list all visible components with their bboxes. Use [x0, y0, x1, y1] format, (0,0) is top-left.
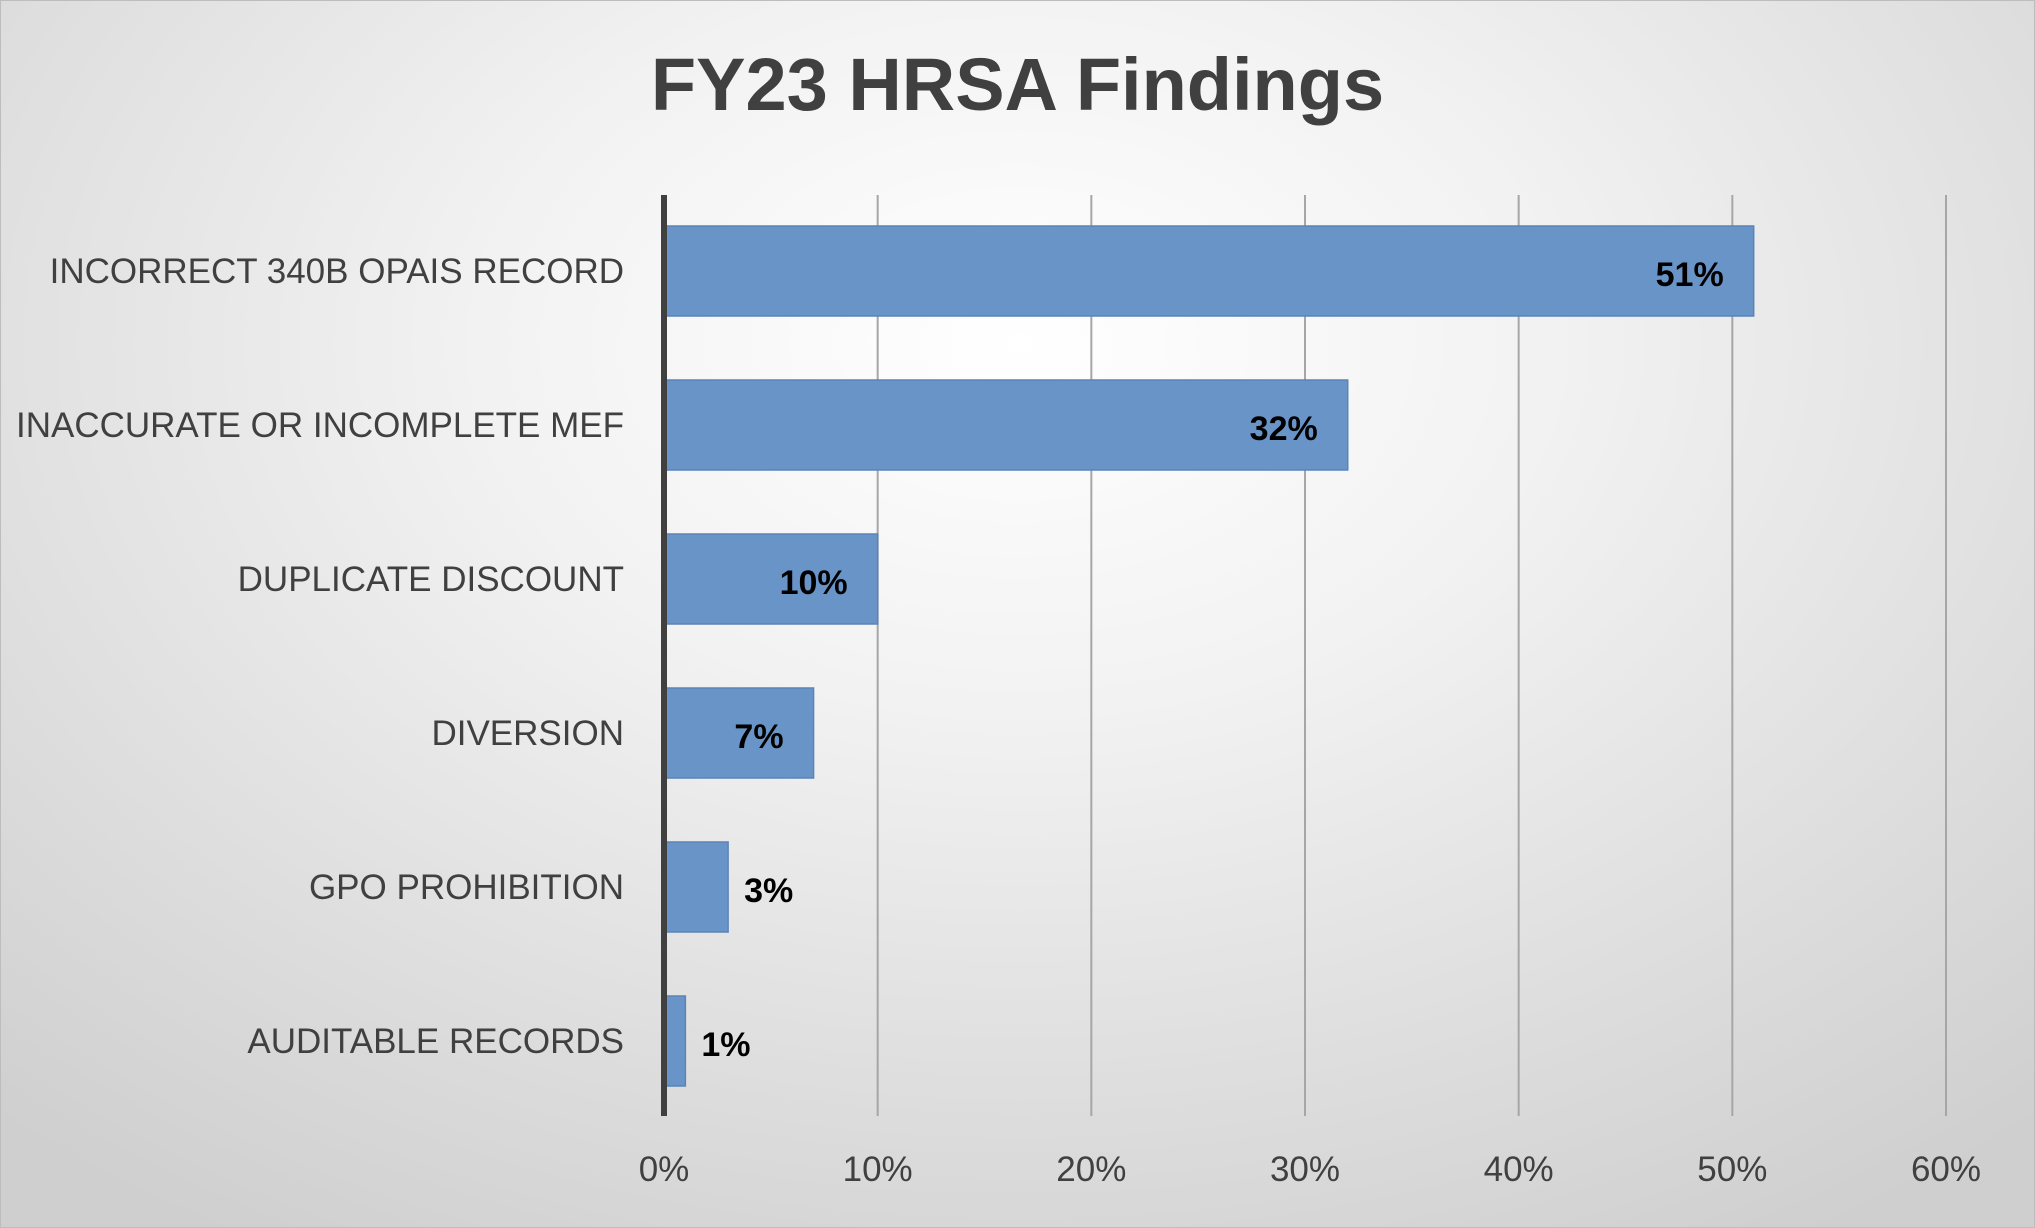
bar — [663, 225, 1755, 317]
x-tick-label: 50% — [1697, 1150, 1767, 1189]
data-label: 1% — [701, 1026, 750, 1064]
bar — [663, 379, 1349, 471]
data-label: 3% — [744, 872, 793, 910]
category-label: DUPLICATE DISCOUNT — [238, 560, 624, 599]
x-tick-label: 60% — [1911, 1150, 1981, 1189]
bar — [663, 841, 729, 933]
category-label: DIVERSION — [431, 714, 624, 753]
x-tick-label: 10% — [843, 1150, 913, 1189]
x-tick-label: 30% — [1270, 1150, 1340, 1189]
x-tick-label: 0% — [639, 1150, 690, 1189]
category-label: AUDITABLE RECORDS — [247, 1022, 624, 1061]
category-label: GPO PROHIBITION — [309, 868, 624, 907]
x-tick-label: 20% — [1056, 1150, 1126, 1189]
bar — [663, 995, 687, 1087]
category-label: INCORRECT 340B OPAIS RECORD — [50, 252, 624, 291]
bar — [663, 533, 879, 625]
x-tick-label: 40% — [1484, 1150, 1554, 1189]
data-label: 51% — [1656, 256, 1724, 294]
data-label: 32% — [1250, 410, 1318, 448]
bar — [663, 687, 815, 779]
data-label: 10% — [780, 564, 848, 602]
chart-title: FY23 HRSA Findings — [650, 43, 1385, 126]
category-label: INACCURATE OR INCOMPLETE MEF — [16, 406, 624, 445]
data-label: 7% — [734, 718, 783, 756]
